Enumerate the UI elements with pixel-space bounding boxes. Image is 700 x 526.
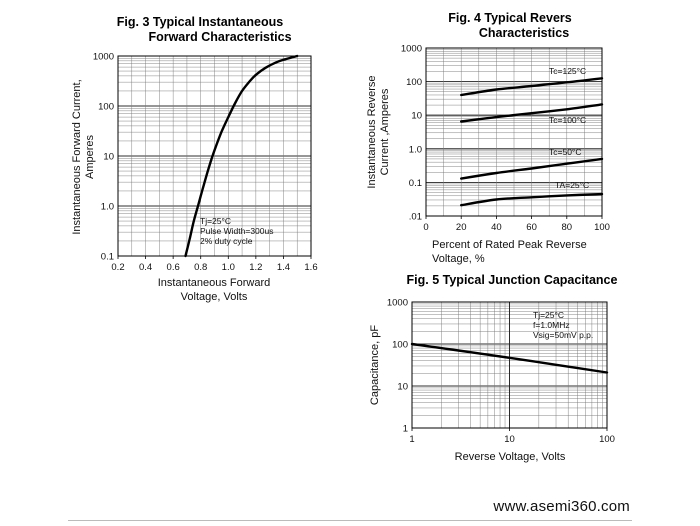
fig3-title: Forward Characteristics — [148, 30, 291, 44]
fig4-chart: 0 20 40 60 80 100 .01 0.1 1.0 10 100 1000 Fig. 4 Typ… — [366, 11, 610, 265]
fig3-y-tick-label: 10 — [103, 152, 114, 163]
fig4-y-axis-label: Current ,Amperes — [379, 88, 391, 175]
fig3-x-tick-label: 0.8 — [194, 262, 207, 273]
fig3-y-tick-label: 1.0 — [101, 202, 114, 213]
fig4-x-axis-label: Voltage, % — [432, 253, 485, 265]
website-url[interactable]: www.asemi360.com — [493, 498, 630, 515]
fig5-y-tick-label: 1000 — [387, 298, 408, 309]
fig5-y-tick-label: 1 — [403, 424, 408, 435]
fig3-y-tick-label: 1000 — [93, 52, 114, 63]
fig3-x-axis-label: Instantaneous Forward — [158, 277, 271, 289]
fig4-y-axis-label: Instantaneous Reverse — [366, 75, 378, 188]
fig4-x-tick-label: 100 — [594, 222, 610, 233]
fig4-series-line — [460, 77, 604, 97]
fig4-y-tick-label: 0.1 — [409, 178, 422, 189]
fig5-grid — [411, 301, 608, 429]
fig3-y-tick-label: 100 — [98, 102, 114, 113]
fig5-annotation: Tj=25°C — [533, 310, 564, 320]
fig4-y-tick-label: 100 — [406, 77, 422, 88]
fig4-plot-frame — [425, 47, 603, 217]
fig4-series-label: Tc=100°C — [549, 115, 586, 125]
fig3-annotation: Tj=25°C — [200, 216, 231, 226]
fig3-y-tick-label: 0.1 — [101, 252, 114, 263]
fig3-x-tick-label: 0.4 — [139, 262, 152, 273]
fig3-y-axis-label: Amperes — [84, 134, 96, 179]
fig4-title: Fig. 4 Typical Revers — [448, 11, 571, 25]
fig5-annotation: Vsig=50mV p.p. — [533, 330, 593, 340]
fig4-series-line — [460, 103, 604, 123]
fig4-series-line — [460, 157, 604, 180]
fig3-x-tick-label: 1.6 — [304, 262, 317, 273]
fig5-y-axis-label: Capacitance, pF — [369, 325, 381, 405]
fig4-x-tick-label: 40 — [491, 222, 502, 233]
fig4-y-tick-label: 1.0 — [409, 144, 422, 155]
fig5-y-tick-label: 10 — [397, 382, 408, 393]
fig3-title: Fig. 3 Typical Instantaneous — [117, 15, 284, 29]
fig5-annotation: f=1.0MHz — [533, 320, 570, 330]
fig3-chart: 0.2 0.4 0.6 0.8 1.0 1.2 1.4 1.6 0.1 1.0 10 100 1000 F… — [71, 15, 318, 303]
fig3-x-tick-label: 1.4 — [277, 262, 290, 273]
fig3-x-tick-label: 1.2 — [249, 262, 262, 273]
fig4-series-label: TA=25°C — [555, 180, 589, 190]
fig4-title: Characteristics — [479, 26, 569, 40]
fig3-x-tick-label: 1.0 — [222, 262, 235, 273]
fig5-x-axis-label: Reverse Voltage, Volts — [455, 451, 566, 463]
fig3-plot-frame — [117, 55, 312, 257]
fig4-series-label: Tc=50°C — [549, 147, 581, 157]
fig4-y-tick-label: .01 — [409, 212, 422, 223]
fig5-y-tick-label: 100 — [392, 340, 408, 351]
fig4-x-tick-label: 20 — [456, 222, 467, 233]
fig4-x-tick-label: 80 — [562, 222, 573, 233]
fig5-title: Fig. 5 Typical Junction Capacitance — [407, 273, 618, 287]
fig5-x-tick-label: 1 — [409, 434, 414, 445]
fig5-series-line — [410, 342, 609, 374]
fig4-y-tick-label: 10 — [411, 111, 422, 122]
fig4-x-axis-label: Percent of Rated Peak Reverse — [432, 239, 587, 251]
fig4-x-tick-label: 60 — [526, 222, 537, 233]
fig4-y-tick-label: 1000 — [401, 44, 422, 55]
fig5-x-tick-label: 100 — [599, 434, 615, 445]
fig5-chart: 1 10 100 1 10 100 1000 Fig. 5 Typical Junction … — [369, 273, 618, 463]
fig3-x-tick-label: 0.2 — [111, 262, 124, 273]
fig3-annotation: 2% duty cycle — [200, 236, 253, 246]
fig3-x-tick-label: 0.6 — [167, 262, 180, 273]
fig4-series-line — [460, 192, 604, 207]
fig3-series-line — [184, 54, 299, 258]
fig3-annotation: Pulse Width=300us — [200, 226, 273, 236]
fig5-x-tick-label: 10 — [504, 434, 515, 445]
fig4-x-tick-label: 0 — [423, 222, 428, 233]
fig3-x-axis-label: Voltage, Volts — [181, 291, 248, 303]
fig4-series-label: Tc=125°C — [549, 66, 586, 76]
footer-divider — [68, 520, 632, 521]
fig3-y-axis-label: Instantaneous Forward Current, — [71, 79, 83, 234]
